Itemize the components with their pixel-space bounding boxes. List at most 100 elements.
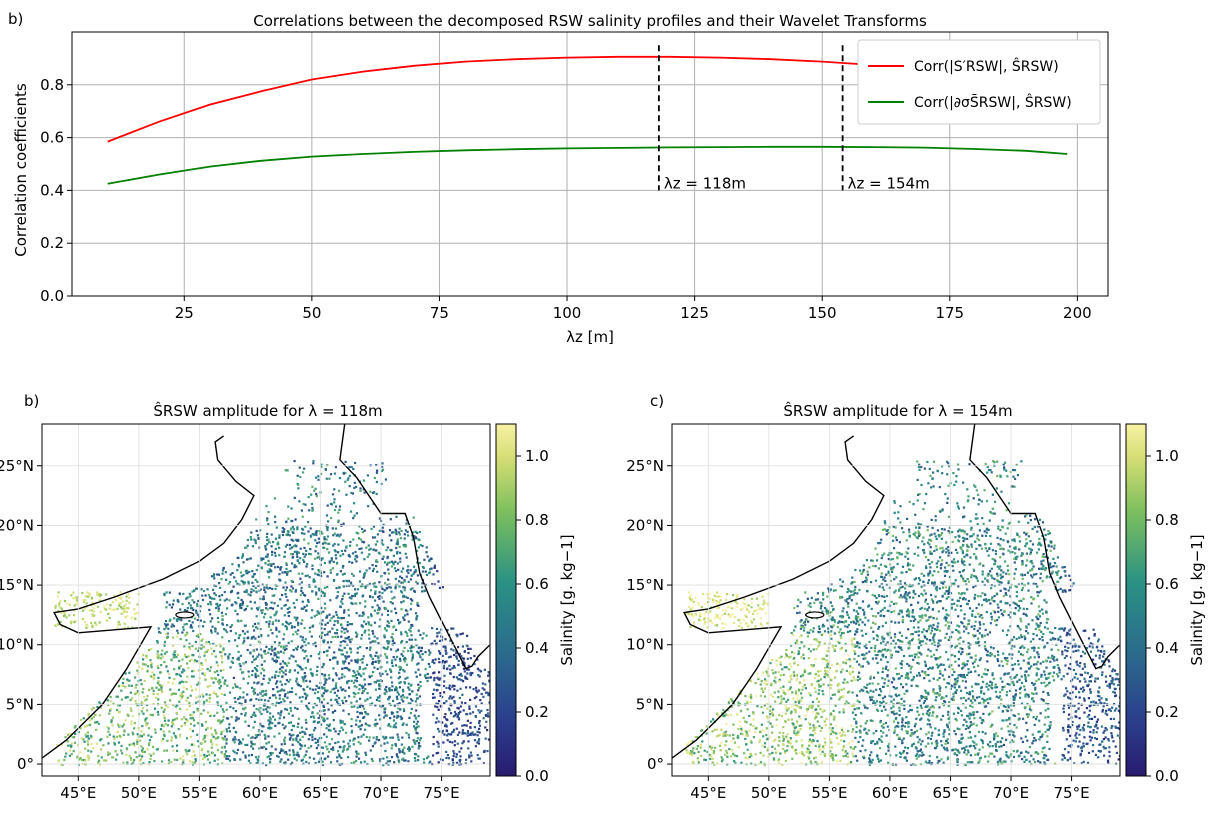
salinity-point <box>205 650 208 653</box>
salinity-point <box>782 685 785 688</box>
salinity-point <box>130 723 133 726</box>
salinity-point <box>306 706 309 709</box>
salinity-point <box>853 591 856 594</box>
salinity-point <box>918 577 921 580</box>
salinity-point <box>814 744 817 747</box>
salinity-point <box>261 730 264 733</box>
salinity-point <box>83 740 86 743</box>
salinity-point <box>1000 612 1003 615</box>
salinity-point <box>358 667 361 670</box>
salinity-point <box>352 743 355 746</box>
salinity-point <box>435 642 438 645</box>
salinity-point <box>342 709 345 712</box>
salinity-point <box>877 567 880 570</box>
salinity-point <box>204 659 207 662</box>
salinity-point <box>347 554 350 557</box>
salinity-point <box>267 559 270 562</box>
salinity-point <box>344 657 347 660</box>
salinity-point <box>123 729 126 732</box>
salinity-point <box>387 572 390 575</box>
salinity-point <box>289 690 292 694</box>
salinity-point <box>127 626 130 629</box>
salinity-point <box>213 592 216 595</box>
salinity-point <box>377 739 380 742</box>
salinity-point <box>226 684 229 687</box>
salinity-point <box>193 601 196 604</box>
salinity-point <box>167 719 170 722</box>
salinity-point <box>354 550 357 554</box>
salinity-point <box>307 708 310 711</box>
salinity-point <box>125 753 128 756</box>
salinity-point <box>315 613 318 616</box>
salinity-point <box>345 666 348 670</box>
salinity-point <box>466 734 469 737</box>
salinity-point <box>487 694 490 697</box>
salinity-point <box>341 699 344 702</box>
salinity-point <box>347 662 351 665</box>
salinity-point <box>176 749 179 752</box>
salinity-point <box>414 638 417 641</box>
salinity-point <box>206 727 209 730</box>
salinity-point <box>453 653 456 657</box>
salinity-point <box>847 605 850 608</box>
salinity-point <box>331 688 334 691</box>
salinity-point <box>185 699 188 702</box>
salinity-point <box>382 757 385 760</box>
salinity-point <box>386 546 389 549</box>
salinity-point <box>108 616 111 619</box>
salinity-point <box>269 761 272 764</box>
salinity-point <box>296 734 300 737</box>
salinity-point <box>268 623 271 626</box>
salinity-point <box>920 572 923 575</box>
salinity-point <box>188 749 191 752</box>
salinity-point <box>1014 556 1017 559</box>
salinity-point <box>285 679 289 682</box>
salinity-point <box>200 639 203 642</box>
coastline-india <box>339 424 490 670</box>
salinity-point <box>897 725 900 728</box>
salinity-point <box>400 717 404 720</box>
salinity-point <box>378 517 381 520</box>
salinity-point <box>453 714 456 717</box>
salinity-point <box>246 637 249 640</box>
salinity-point <box>348 695 351 698</box>
salinity-point <box>254 586 257 589</box>
salinity-point <box>444 713 447 716</box>
salinity-point <box>987 468 991 472</box>
salinity-point <box>107 612 110 615</box>
salinity-point <box>257 755 260 758</box>
salinity-point <box>442 741 445 744</box>
salinity-point <box>326 702 329 705</box>
salinity-point <box>157 676 160 679</box>
salinity-point <box>931 574 934 577</box>
salinity-point <box>264 562 267 565</box>
salinity-point <box>94 721 97 724</box>
salinity-point <box>323 571 326 574</box>
salinity-point <box>263 674 266 677</box>
salinity-point <box>216 749 219 752</box>
salinity-point <box>252 704 256 707</box>
salinity-point <box>881 554 884 557</box>
salinity-point <box>322 692 325 695</box>
salinity-point <box>347 592 350 595</box>
salinity-point <box>282 647 285 650</box>
salinity-point <box>256 627 259 630</box>
salinity-point <box>392 719 395 722</box>
salinity-point <box>355 719 358 722</box>
salinity-point <box>483 750 486 753</box>
salinity-point <box>257 635 260 638</box>
salinity-point <box>1004 760 1007 763</box>
salinity-point <box>393 724 396 727</box>
salinity-point <box>375 738 378 741</box>
salinity-point <box>884 648 887 651</box>
salinity-point <box>424 570 427 573</box>
salinity-point <box>96 705 99 708</box>
salinity-point <box>395 533 398 536</box>
salinity-point <box>353 502 356 505</box>
salinity-point <box>907 557 910 560</box>
salinity-point <box>433 566 436 569</box>
salinity-point <box>122 677 125 681</box>
salinity-point <box>166 623 169 626</box>
salinity-point <box>966 588 969 591</box>
salinity-point <box>387 724 390 727</box>
